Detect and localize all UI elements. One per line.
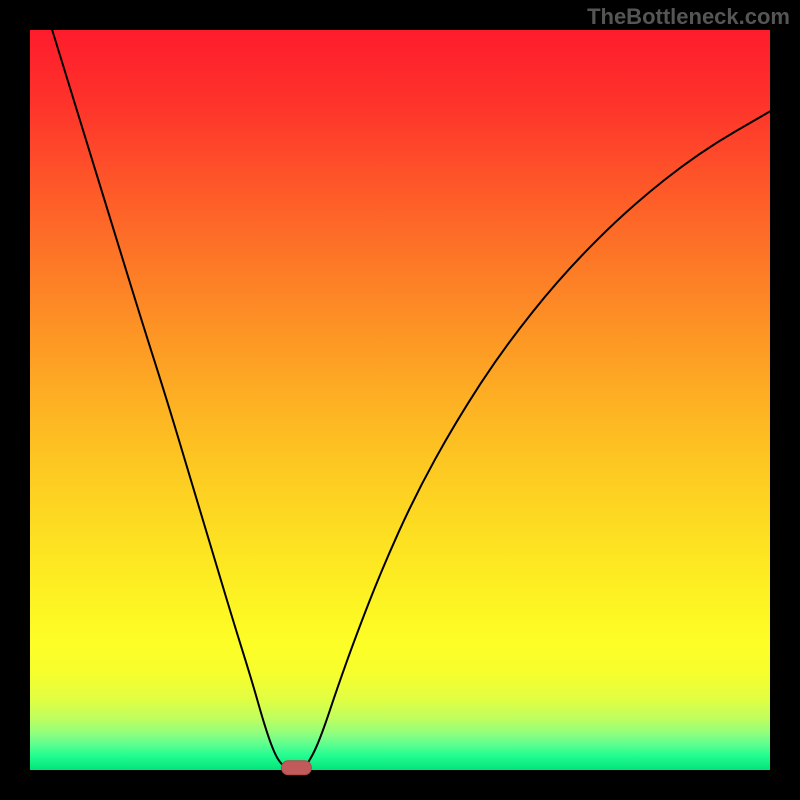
bottleneck-chart [0, 0, 800, 800]
plot-background [30, 30, 770, 770]
chart-container: TheBottleneck.com [0, 0, 800, 800]
optimum-marker [281, 761, 311, 775]
watermark-text: TheBottleneck.com [587, 4, 790, 30]
